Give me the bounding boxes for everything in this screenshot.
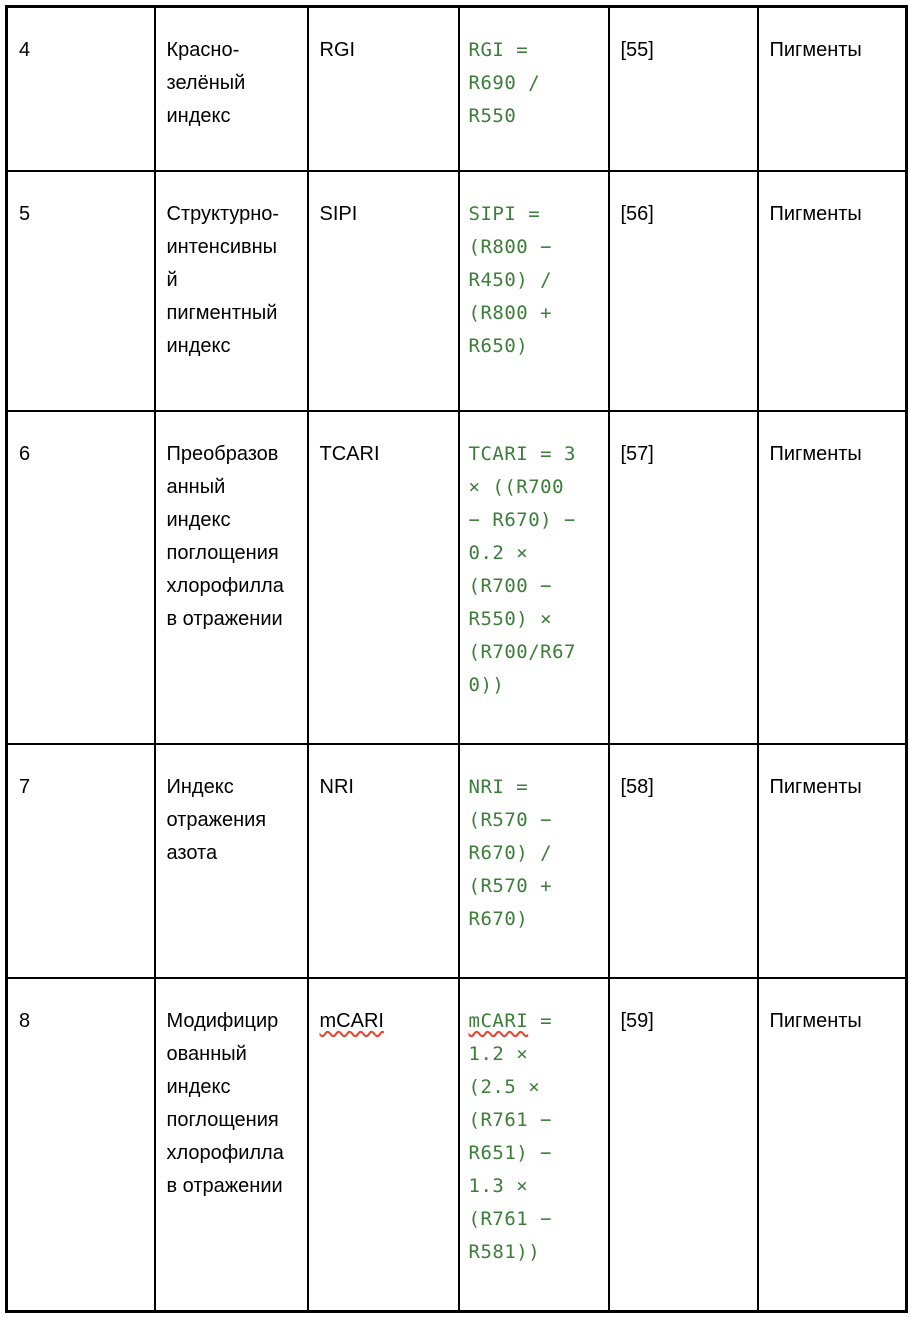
category-cell: Пигменты	[756, 976, 908, 1313]
table-row: 7 Индекс отражения азота NRI NRI = (R570…	[5, 742, 908, 979]
reference: [58]	[620, 775, 654, 798]
reference: [56]	[620, 202, 654, 225]
abbreviation: RGI	[319, 39, 356, 61]
formula-text: = 1.2 × (2.5 × (R761 − R651) − 1.3 × (R7…	[468, 1009, 553, 1263]
index-name: Модифицир ованный индекс поглощения хлор…	[166, 1009, 284, 1197]
abbreviation: NRI	[319, 775, 354, 798]
table-row: 5 Структурно- интенсивны й пигментный ин…	[5, 169, 908, 412]
indices-table: 4 Красно- зелёный индекс RGI RGI = R690 …	[5, 5, 908, 1313]
category-cell: Пигменты	[756, 5, 908, 172]
category-cell: Пигменты	[756, 409, 908, 745]
table-row: 6 Преобразов анный индекс поглощения хло…	[5, 409, 908, 745]
formula-misspelled-token: mCARI	[468, 1009, 529, 1032]
row-number: 4	[19, 39, 31, 61]
abbreviation-cell: TCARI	[306, 409, 460, 745]
reference-cell: [57]	[607, 409, 759, 745]
table-row: 8 Модифицир ованный индекс поглощения хл…	[5, 976, 908, 1313]
formula-text: NRI = (R570 − R670) / (R570 + R670)	[468, 775, 553, 930]
row-number: 5	[19, 202, 31, 225]
formula-cell: mCARI = 1.2 × (2.5 × (R761 − R651) − 1.3…	[457, 976, 610, 1313]
row-number: 7	[19, 775, 31, 798]
formula-cell: TCARI = 3 × ((R700 − R670) − 0.2 × (R700…	[457, 409, 610, 745]
row-number-cell: 6	[5, 409, 156, 745]
reference: [55]	[620, 39, 654, 61]
formula-text: TCARI = 3 × ((R700 − R670) − 0.2 × (R700…	[468, 442, 576, 696]
row-number: 6	[19, 442, 31, 465]
category-cell: Пигменты	[756, 742, 908, 979]
category: Пигменты	[769, 775, 862, 798]
reference-cell: [59]	[607, 976, 759, 1313]
index-name-cell: Индекс отражения азота	[153, 742, 309, 979]
row-number-cell: 5	[5, 169, 156, 412]
reference: [57]	[620, 442, 654, 465]
index-name-cell: Преобразов анный индекс поглощения хлоро…	[153, 409, 309, 745]
index-name-cell: Модифицир ованный индекс поглощения хлор…	[153, 976, 309, 1313]
index-name-cell: Структурно- интенсивны й пигментный инде…	[153, 169, 309, 412]
abbreviation: SIPI	[319, 202, 358, 225]
category: Пигменты	[769, 202, 862, 225]
reference: [59]	[620, 1009, 654, 1032]
index-name: Индекс отражения азота	[166, 775, 267, 864]
category: Пигменты	[769, 39, 862, 61]
abbreviation-cell: mCARI	[306, 976, 460, 1313]
row-number-cell: 8	[5, 976, 156, 1313]
index-name: Преобразов анный индекс поглощения хлоро…	[166, 442, 284, 630]
abbreviation-cell: RGI	[306, 5, 460, 172]
formula-text: RGI = R690 / R550	[468, 39, 541, 127]
index-name: Красно- зелёный индекс	[166, 39, 246, 127]
index-name-cell: Красно- зелёный индекс	[153, 5, 309, 172]
formula-cell: RGI = R690 / R550	[457, 5, 610, 172]
index-name: Структурно- интенсивны й пигментный инде…	[166, 202, 280, 357]
category-cell: Пигменты	[756, 169, 908, 412]
table-row: 4 Красно- зелёный индекс RGI RGI = R690 …	[5, 5, 908, 172]
category: Пигменты	[769, 442, 862, 465]
row-number: 8	[19, 1009, 31, 1032]
abbreviation-cell: NRI	[306, 742, 460, 979]
abbreviation: TCARI	[319, 442, 380, 465]
abbreviation-cell: SIPI	[306, 169, 460, 412]
formula-cell: NRI = (R570 − R670) / (R570 + R670)	[457, 742, 610, 979]
category: Пигменты	[769, 1009, 862, 1032]
abbreviation-misspelled: mCARI	[319, 1009, 384, 1032]
formula-cell: SIPI = (R800 − R450) / (R800 + R650)	[457, 169, 610, 412]
row-number-cell: 7	[5, 742, 156, 979]
reference-cell: [55]	[607, 5, 759, 172]
reference-cell: [56]	[607, 169, 759, 412]
formula-text: SIPI = (R800 − R450) / (R800 + R650)	[468, 202, 553, 357]
row-number-cell: 4	[5, 5, 156, 172]
reference-cell: [58]	[607, 742, 759, 979]
